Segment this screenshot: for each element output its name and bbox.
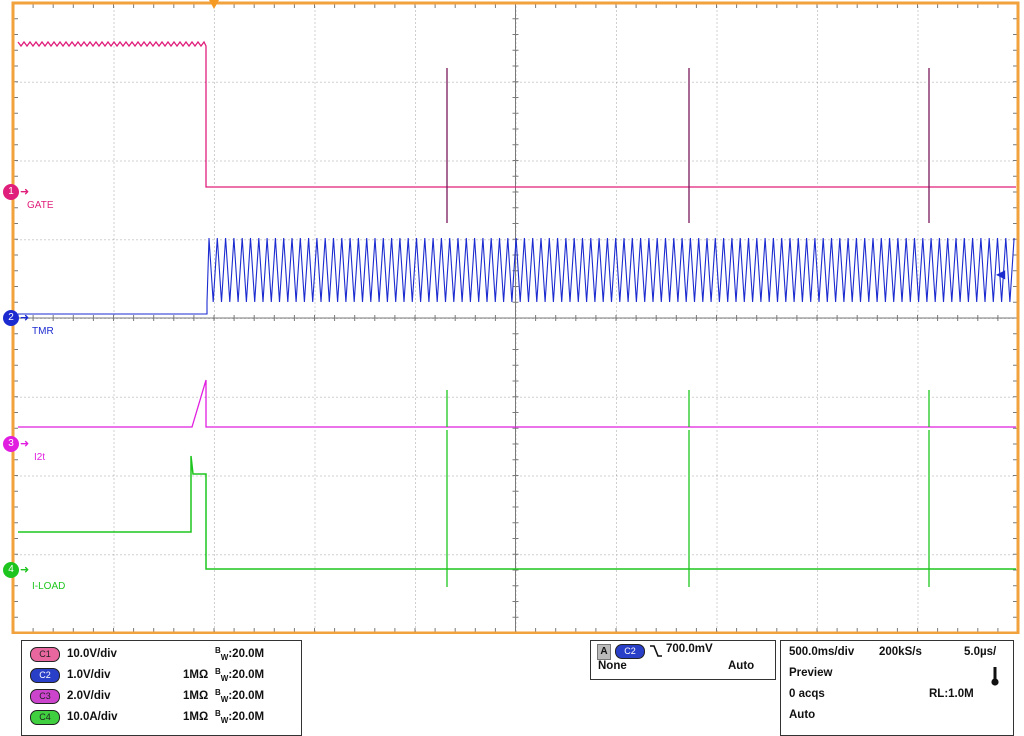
oscilloscope-display[interactable]: ◀ 1 ➜ GATE 2 ➜ TMR 3 ➜ I2t 4 ➜ I-LOAD xyxy=(0,0,1024,636)
ch3-badge[interactable]: C3 xyxy=(30,689,60,704)
ch3-name-label: I2t xyxy=(34,452,46,463)
trigger-mode: Auto xyxy=(728,660,755,672)
acquisition-state: Preview xyxy=(789,667,833,679)
sample-interval: 5.0µs/ xyxy=(964,646,997,658)
time-per-div: 500.0ms/div xyxy=(789,646,855,658)
sample-rate: 200kS/s xyxy=(879,646,922,658)
ch4-impedance: 1MΩ xyxy=(183,711,209,723)
thermometer-icon xyxy=(991,667,999,686)
ch2-marker[interactable]: 2 xyxy=(3,310,19,326)
trigger-run-mode: Auto xyxy=(789,709,816,721)
falling-edge-icon xyxy=(650,645,662,657)
ch1-volts-div: 10.0V/div xyxy=(67,648,117,660)
ch4-iload-trace xyxy=(18,455,1016,570)
trigger-position-marker[interactable] xyxy=(209,0,219,9)
trigger-level-arrow-icon[interactable]: ◀ xyxy=(996,267,1006,281)
ch4-name-label: I-LOAD xyxy=(32,581,66,592)
ch1-marker[interactable]: 1 xyxy=(3,184,19,200)
ch2-marker-number: 2 xyxy=(8,312,14,323)
ch2-impedance: 1MΩ xyxy=(183,669,209,681)
ch3-marker-number: 3 xyxy=(8,438,14,449)
ch2-arrow-icon: ➜ xyxy=(20,311,30,324)
ch4-settings-row[interactable]: C4 10.0A/div 1MΩ BW:20.0M xyxy=(22,708,301,726)
ch1-badge[interactable]: C1 xyxy=(30,647,60,662)
ch3-volts-div: 2.0V/div xyxy=(67,690,111,702)
status-bar: C1 10.0V/div BW:20.0M C2 1.0V/div 1MΩ BW… xyxy=(0,634,1024,736)
ch3-bandwidth: BW:20.0M xyxy=(215,688,265,704)
ch4-bandwidth: BW:20.0M xyxy=(215,709,265,725)
ch2-name-label: TMR xyxy=(32,326,54,337)
ch2-tmr-trace xyxy=(18,237,1015,315)
acquisition-count: 0 acqs xyxy=(789,688,825,700)
ch3-arrow-icon: ➜ xyxy=(20,437,30,450)
ch4-amps-div: 10.0A/div xyxy=(67,711,118,723)
ch2-bandwidth: BW:20.0M xyxy=(215,667,265,683)
trigger-level: 700.0mV xyxy=(666,643,713,655)
ch4-marker-number: 4 xyxy=(8,564,14,575)
trigger-coupling: None xyxy=(598,660,627,672)
ch2-volts-div: 1.0V/div xyxy=(67,669,111,681)
ch3-marker[interactable]: 3 xyxy=(3,436,19,452)
ch4-arrow-icon: ➜ xyxy=(20,563,30,576)
ch1-arrow-icon: ➜ xyxy=(20,185,30,198)
ch3-i2t-trace xyxy=(18,379,1016,428)
ch3-impedance: 1MΩ xyxy=(183,690,209,702)
ch1-gate-trace xyxy=(17,40,1016,188)
ch1-name-label: GATE xyxy=(27,200,54,211)
ch1-marker-number: 1 xyxy=(8,186,14,197)
ch3-settings-row[interactable]: C3 2.0V/div 1MΩ BW:20.0M xyxy=(22,687,301,705)
record-length: RL:1.0M xyxy=(929,688,974,700)
timebase-panel[interactable]: 500.0ms/div 200kS/s 5.0µs/ Preview 0 acq… xyxy=(780,640,1014,736)
ch1-bandwidth: BW:20.0M xyxy=(215,646,265,662)
ch2-badge[interactable]: C2 xyxy=(30,668,60,683)
channel-settings-panel[interactable]: C1 10.0V/div BW:20.0M C2 1.0V/div 1MΩ BW… xyxy=(21,640,302,736)
trigger-mode-letter: A xyxy=(597,644,611,660)
ch4-badge[interactable]: C4 xyxy=(30,710,60,725)
ch1-settings-row[interactable]: C1 10.0V/div BW:20.0M xyxy=(22,645,301,663)
trigger-panel[interactable]: A C2 700.0mV None Auto xyxy=(590,640,776,680)
ch4-marker[interactable]: 4 xyxy=(3,562,19,578)
waveform-graticule[interactable] xyxy=(0,0,1024,636)
ch2-settings-row[interactable]: C2 1.0V/div 1MΩ BW:20.0M xyxy=(22,666,301,684)
trigger-source-badge[interactable]: C2 xyxy=(615,644,645,659)
